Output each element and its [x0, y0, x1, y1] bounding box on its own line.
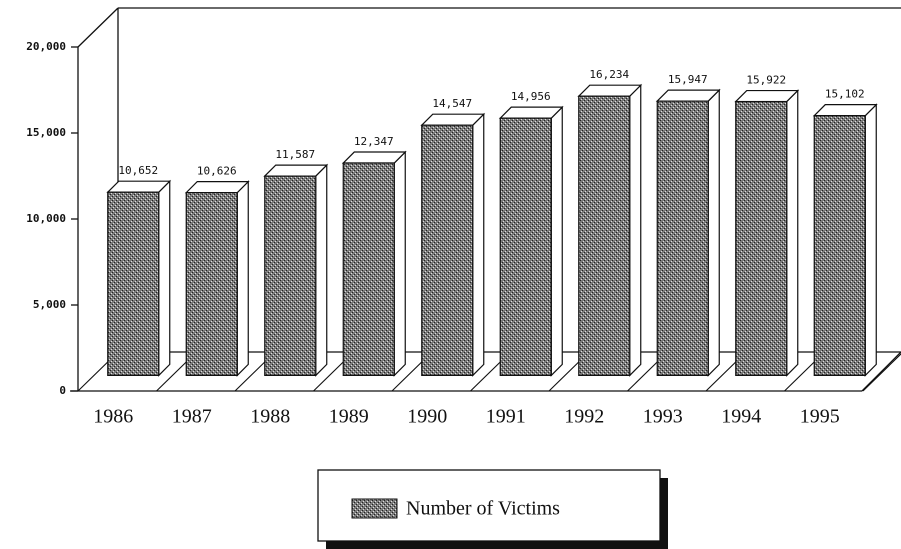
- bar-side: [393, 150, 406, 377]
- value-label: 11,587: [275, 148, 315, 161]
- bar-top: [184, 181, 250, 194]
- bar-top: [812, 104, 878, 117]
- bar: [735, 100, 788, 377]
- value-label: 14,956: [511, 90, 551, 103]
- value-label: 10,626: [197, 165, 237, 178]
- x-tick-label: 1986: [93, 406, 133, 428]
- legend-swatch: [351, 498, 398, 519]
- bar: [107, 191, 160, 376]
- bar-top: [341, 151, 407, 164]
- bar: [264, 175, 317, 377]
- x-tick-label: 1994: [721, 406, 761, 428]
- y-tick-label: 5,000: [33, 298, 66, 311]
- y-tick-label: 10,000: [26, 212, 66, 225]
- y-tick-label: 0: [59, 384, 66, 397]
- x-tick-label: 1992: [564, 406, 604, 428]
- value-label: 15,947: [668, 73, 708, 86]
- x-tick-label: 1990: [407, 406, 447, 428]
- bar-side: [158, 179, 171, 377]
- bar-top: [577, 84, 643, 97]
- y-tick-label: 20,000: [26, 40, 66, 53]
- y-tick-label: 15,000: [26, 126, 66, 139]
- bar-side: [315, 163, 328, 377]
- value-label: 10,652: [118, 164, 158, 177]
- x-tick-label: 1987: [172, 406, 212, 428]
- bar-top: [734, 89, 800, 103]
- x-tick-label: 1993: [643, 406, 683, 428]
- bar-side: [864, 103, 877, 377]
- bar: [656, 100, 709, 376]
- legend-label: Number of Victims: [406, 498, 560, 520]
- bar-top: [263, 164, 329, 177]
- bar: [421, 124, 474, 377]
- bar: [578, 95, 631, 376]
- x-tick-label: 1988: [250, 406, 290, 428]
- floor-divider: [862, 353, 901, 392]
- x-tick-label: 1991: [486, 406, 526, 428]
- bar: [813, 115, 866, 376]
- value-label: 12,347: [354, 135, 394, 148]
- value-label: 16,234: [589, 68, 629, 81]
- bar-top: [655, 89, 721, 102]
- bar-side: [236, 180, 249, 377]
- bar-top: [498, 106, 564, 119]
- x-tick-label: 1989: [329, 406, 369, 428]
- legend-box: [317, 469, 661, 542]
- bar-side: [629, 83, 642, 377]
- bar-side: [472, 112, 485, 377]
- bar: [342, 162, 395, 376]
- legend: Number of Victims: [317, 469, 668, 549]
- bar-top: [106, 180, 172, 193]
- bar: [499, 117, 552, 376]
- value-label: 15,922: [746, 74, 786, 87]
- value-label: 15,102: [825, 88, 865, 101]
- bar-side: [550, 105, 563, 377]
- bar-side: [707, 88, 720, 377]
- bar: [185, 192, 238, 376]
- value-label: 14,547: [432, 97, 472, 110]
- bar-side: [786, 89, 799, 377]
- x-tick-label: 1995: [800, 406, 840, 428]
- bar-top: [420, 113, 486, 126]
